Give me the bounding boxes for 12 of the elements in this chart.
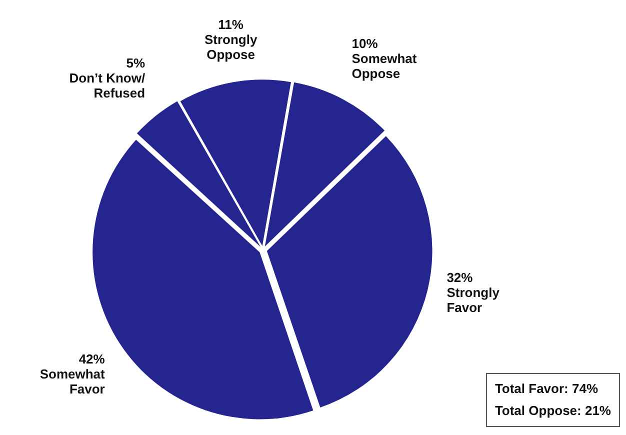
slice-label: Somewhat Favor: [40, 366, 106, 397]
slice-label: Don’t Know/Refused: [69, 70, 146, 100]
data-label: 10%: [352, 36, 378, 52]
data-label: 11%: [218, 16, 244, 32]
slice-label: Strongly Favor: [446, 285, 500, 316]
data-label: 32%: [446, 270, 474, 286]
data-label: 5%: [126, 55, 146, 70]
data-label: 42%: [78, 352, 106, 367]
slice-label: Somewhat Oppose: [352, 51, 418, 82]
text: Total Oppose: 21%: [494, 402, 611, 420]
text: Total Favor: 74%: [494, 380, 599, 398]
slice-label: Strongly Oppose: [204, 32, 258, 62]
